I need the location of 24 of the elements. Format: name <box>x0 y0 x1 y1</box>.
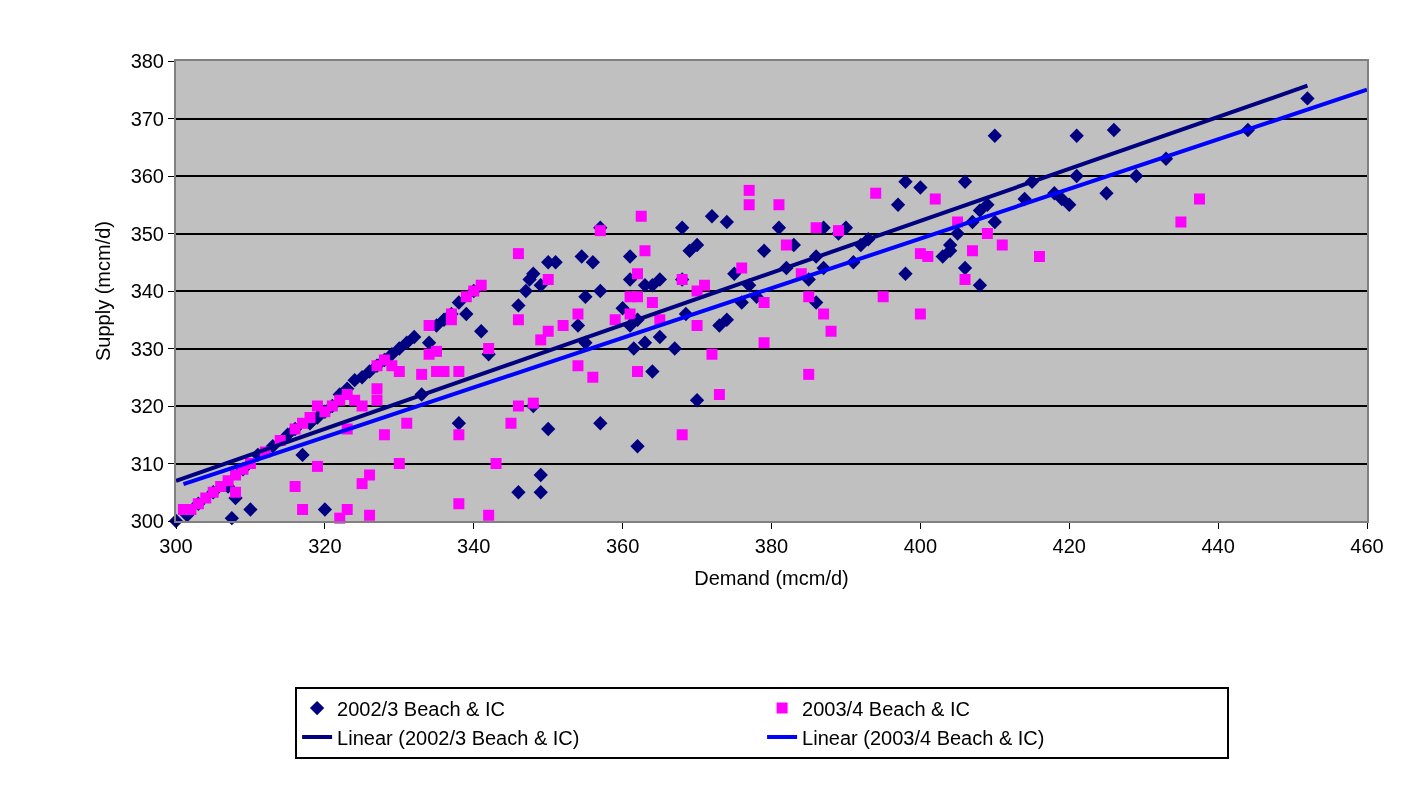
x-tick-label: 380 <box>754 535 789 557</box>
y-tick-label: 370 <box>130 107 164 130</box>
y-tick-label: 360 <box>130 165 164 187</box>
legend-label: 2002/3 Beach & IC <box>337 697 505 720</box>
x-tick-label: 360 <box>605 535 640 557</box>
x-tick-label: 440 <box>1201 535 1235 557</box>
y-tick-label: 350 <box>130 222 164 245</box>
y-tick-label: 380 <box>130 50 164 72</box>
x-tick-label: 400 <box>903 535 938 557</box>
legend-label: Linear (2002/3 Beach & IC) <box>337 726 580 749</box>
y-tick-label: 320 <box>130 395 164 417</box>
y-axis-title: Supply (mcm/d) <box>91 220 114 362</box>
x-tick-label: 420 <box>1052 535 1086 557</box>
y-tick-label: 330 <box>130 337 164 360</box>
x-tick-label: 320 <box>308 535 342 557</box>
x-tick-label: 460 <box>1350 535 1384 557</box>
y-tick-label: 300 <box>130 510 164 532</box>
y-tick-label: 310 <box>130 452 164 475</box>
y-tick-label: 340 <box>130 280 164 302</box>
x-axis-title: Demand (mcm/d) <box>694 567 849 589</box>
legend-label: 2003/4 Beach & IC <box>802 697 970 720</box>
x-tick-label: 300 <box>159 535 193 557</box>
legend-label: Linear (2003/4 Beach & IC) <box>802 726 1045 749</box>
x-tick-label: 340 <box>457 535 491 557</box>
